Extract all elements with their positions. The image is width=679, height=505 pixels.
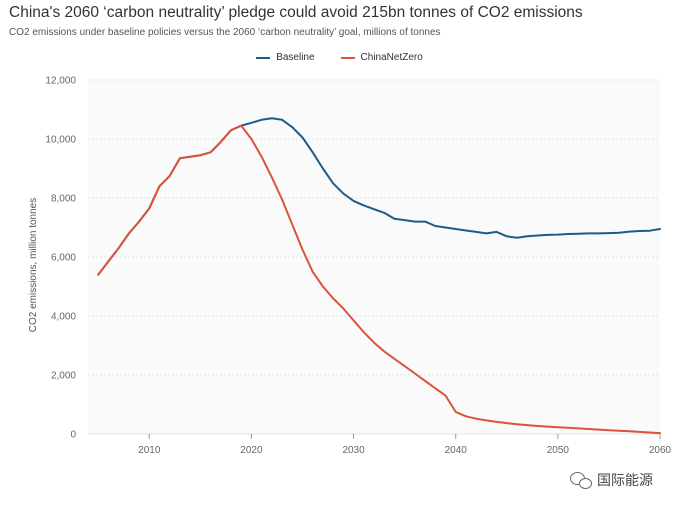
chart-subtitle: CO2 emissions under baseline policies ve… <box>9 27 441 38</box>
y-tick-label: 2,000 <box>51 371 76 382</box>
y-tick-label: 8,000 <box>51 194 76 205</box>
legend-label-chinanetzero: ChinaNetZero <box>360 52 423 63</box>
x-tick-label: 2060 <box>649 445 672 456</box>
y-tick-label: 12,000 <box>45 76 76 87</box>
y-tick-label: 6,000 <box>51 253 76 264</box>
x-tick-label: 2020 <box>240 445 263 456</box>
legend-swatch-baseline <box>256 56 271 59</box>
legend-swatch-chinanetzero <box>340 56 355 59</box>
watermark-text: 国际能源 <box>597 472 653 488</box>
y-axis-title: CO2 emissions, million tonnes <box>28 198 39 333</box>
x-tick-label: 2010 <box>138 445 161 456</box>
x-tick-label: 2050 <box>547 445 570 456</box>
legend-item-chinanetzero[interactable]: ChinaNetZero <box>340 52 423 63</box>
legend-label-baseline: Baseline <box>276 52 315 63</box>
legend: Baseline ChinaNetZero <box>0 52 679 63</box>
series-line-chinanetzero <box>97 124 661 435</box>
y-tick-label: 0 <box>70 430 76 441</box>
x-tick-label: 2030 <box>342 445 365 456</box>
chat-bubbles-icon <box>570 471 592 489</box>
chart-title: China's 2060 ‘carbon neutrality’ pledge … <box>9 4 583 21</box>
x-tick-label: 2040 <box>445 445 468 456</box>
watermark: 国际能源 <box>570 470 653 490</box>
y-tick-label: 4,000 <box>51 312 76 323</box>
y-tick-label: 10,000 <box>45 135 76 146</box>
legend-item-baseline[interactable]: Baseline <box>256 52 315 63</box>
